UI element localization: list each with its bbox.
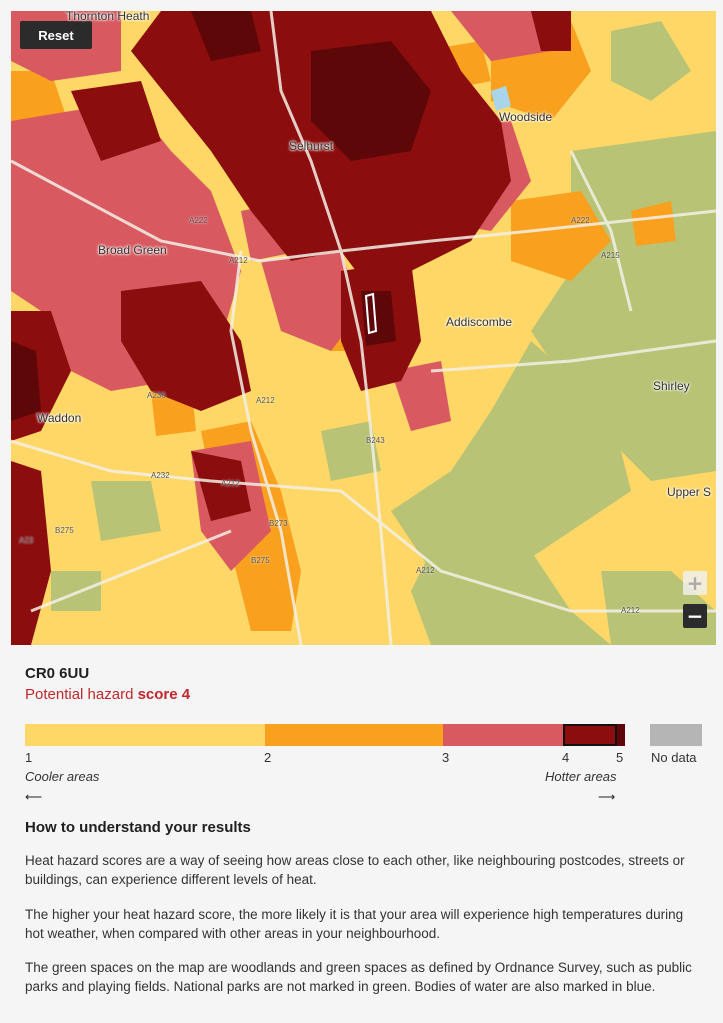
place-label-selhurst: Selhurst [289,139,334,153]
road-label: A222 [189,216,208,225]
road-label: A212 [221,479,240,488]
reset-button[interactable]: Reset [20,21,92,49]
no-data-label: No data [651,750,697,765]
place-label-shirley: Shirley [653,379,690,393]
road-label: A212 [416,566,435,575]
road-label: A212 [229,256,248,265]
scale-segment-1 [25,724,265,746]
scale-segment-2 [265,724,443,746]
right-arrow-icon: ⟶ [598,790,616,804]
no-data-swatch [650,724,702,746]
info-paragraph-1: Heat hazard scores are a way of seeing h… [25,853,685,887]
zoom-in-button[interactable]: + [683,571,707,595]
water-body [491,86,511,111]
place-label-thornton-heath: Thornton Heath [66,11,150,23]
road-label: A212 [621,606,640,615]
left-arrow-icon: ⟵ [25,790,43,804]
road-label: B275 [55,526,74,535]
scale-tick-2: 2 [264,750,272,765]
scale-tick-4: 4 [562,750,570,765]
road-label: A212 [256,396,275,405]
scale-tick-5: 5 [616,750,624,765]
cooler-areas-label: Cooler areas [25,769,100,784]
info-heading: How to understand your results [25,819,251,836]
zoom-out-button[interactable]: − [683,604,707,628]
scale-segment-3 [443,724,563,746]
place-label-upper-shirley: Upper S [667,485,712,499]
road-label: A236 [147,391,166,400]
place-label-addiscombe: Addiscombe [446,315,513,329]
road-label: A222 [571,216,590,225]
scale-tick-1: 1 [25,750,33,765]
road-label: B243 [366,436,385,445]
scale-segment-4-selected [563,724,617,746]
place-label-woodside: Woodside [499,110,553,124]
road-label: A215 [601,251,620,260]
scale-tick-3: 3 [442,750,450,765]
selected-area-outline [364,292,378,335]
map-canvas[interactable] [11,11,716,645]
hazard-score-value: score 4 [137,686,191,703]
place-label-broad-green: Broad Green [98,243,167,257]
hazard-score-text: Potential hazard score 4 [25,686,190,703]
hazard-prefix: Potential hazard [25,686,138,703]
scale-segment-5 [617,724,625,746]
road-label: B273 [269,519,288,528]
info-paragraph-2: The higher your heat hazard score, the m… [25,907,684,941]
hazard-scale-bar [25,724,625,746]
road-label: A23 [19,536,34,545]
hotter-areas-label: Hotter areas [545,769,617,784]
heat-map[interactable]: Reset + − Thornton Heath Woodside Selhur… [11,11,716,645]
road-label: A232 [151,471,170,480]
place-label-waddon: Waddon [37,411,82,425]
roads [11,11,716,645]
info-paragraph-3: The green spaces on the map are woodland… [25,960,692,994]
road-label: B275 [251,556,270,565]
postcode-title: CR0 6UU [25,665,90,682]
